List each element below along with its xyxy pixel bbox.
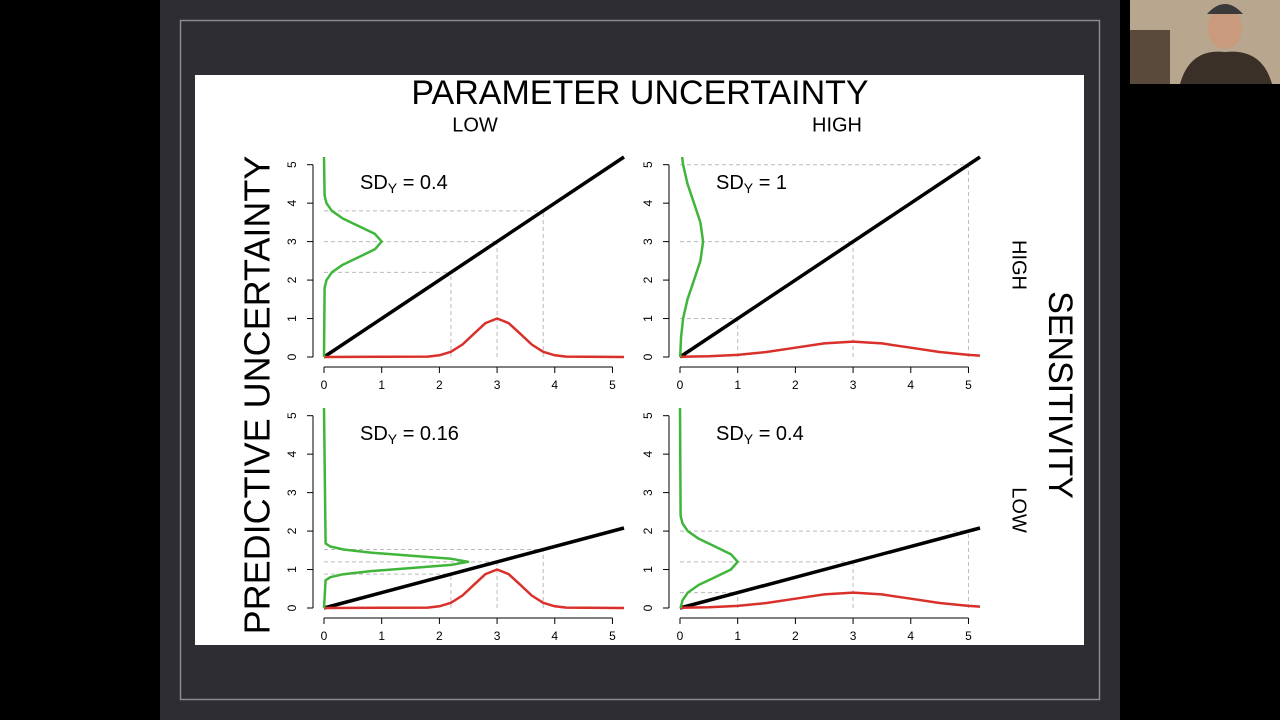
slide-title: PARAMETER UNCERTAINTY xyxy=(411,74,868,112)
y-tick-label: 0 xyxy=(641,604,655,611)
x-tick-label: 2 xyxy=(792,378,799,392)
sd-label-part: SD xyxy=(360,172,388,194)
column-label: HIGH xyxy=(812,114,862,136)
x-tick-label: 3 xyxy=(850,629,857,643)
x-tick-label: 4 xyxy=(907,629,914,643)
y-tick-label: 3 xyxy=(641,238,655,245)
webcam-shelf xyxy=(1130,30,1170,84)
left-title: PREDICTIVE UNCERTAINTY xyxy=(237,156,278,635)
x-tick-label: 4 xyxy=(907,378,914,392)
curve xyxy=(323,155,625,359)
y-tick-label: 1 xyxy=(641,315,655,322)
x-tick-label: 1 xyxy=(734,629,741,643)
sd-label-part: = 0.4 xyxy=(753,423,804,445)
sd-label-part: = 0.16 xyxy=(397,423,459,445)
x-tick-label: 2 xyxy=(436,378,443,392)
x-tick-label: 5 xyxy=(609,378,616,392)
panel: 0 1 2 3 4 5 0 1 2 3 4 5 SDY = 0.4 xyxy=(641,407,981,643)
y-tick-label: 4 xyxy=(285,199,299,206)
curve xyxy=(678,407,739,609)
x-tick-label: 0 xyxy=(677,629,684,643)
webcam-body xyxy=(1180,51,1272,84)
y-tick-label: 0 xyxy=(641,353,655,360)
sd-label-part: Y xyxy=(744,431,754,447)
curve xyxy=(679,155,981,359)
x-tick-label: 3 xyxy=(850,378,857,392)
y-tick-label: 1 xyxy=(285,315,299,322)
slide-border xyxy=(179,19,1101,701)
y-tick-label: 2 xyxy=(641,276,655,283)
sd-label-part: SD xyxy=(716,172,744,194)
x-tick-label: 5 xyxy=(965,378,972,392)
right-title: SENSITIVITY xyxy=(1041,291,1079,499)
x-tick-label: 3 xyxy=(494,629,501,643)
x-tick-label: 1 xyxy=(734,378,741,392)
x-tick-label: 3 xyxy=(494,378,501,392)
x-tick-label: 0 xyxy=(677,378,684,392)
y-tick-label: 1 xyxy=(641,566,655,573)
sd-label-part: SD xyxy=(716,423,744,445)
sd-label-part: SD xyxy=(360,423,388,445)
y-tick-label: 3 xyxy=(641,489,655,496)
webcam-cap xyxy=(1207,4,1243,14)
x-tick-label: 1 xyxy=(378,629,385,643)
x-tick-label: 0 xyxy=(321,378,328,392)
y-tick-label: 1 xyxy=(285,566,299,573)
slide xyxy=(195,75,1084,645)
row-label: HIGH xyxy=(1008,240,1030,290)
curve xyxy=(322,156,383,358)
x-tick-label: 5 xyxy=(609,629,616,643)
x-tick-label: 4 xyxy=(551,629,558,643)
webcam-face xyxy=(1208,7,1242,49)
curve xyxy=(679,340,981,359)
y-tick-label: 2 xyxy=(285,527,299,534)
panel: 0 1 2 3 4 5 0 1 2 3 4 5 SDY = 1 xyxy=(641,155,981,392)
sd-label: SDY = 0.4 xyxy=(360,172,448,195)
curve xyxy=(678,156,705,358)
y-tick-label: 5 xyxy=(641,412,655,419)
panel: 0 1 2 3 4 5 0 1 2 3 4 5 SDY = 0.16 xyxy=(285,407,625,643)
sd-label-part: Y xyxy=(388,431,398,447)
y-tick-label: 0 xyxy=(285,353,299,360)
x-tick-label: 5 xyxy=(965,629,972,643)
y-tick-label: 3 xyxy=(285,238,299,245)
y-tick-label: 3 xyxy=(285,489,299,496)
webcam xyxy=(1130,0,1280,84)
curve xyxy=(679,526,981,610)
curve xyxy=(323,317,625,359)
sd-label: SDY = 0.4 xyxy=(716,423,804,446)
curve xyxy=(323,526,625,610)
panel: 0 1 2 3 4 5 0 1 2 3 4 5 SDY = 0.4 xyxy=(285,155,625,392)
sd-label-part: = 1 xyxy=(753,172,787,194)
y-tick-label: 4 xyxy=(285,450,299,457)
sd-label: SDY = 0.16 xyxy=(360,423,459,446)
sd-label-part: Y xyxy=(744,180,754,196)
curve xyxy=(679,591,981,610)
y-tick-label: 4 xyxy=(641,199,655,206)
sd-label-part: = 0.4 xyxy=(397,172,448,194)
x-tick-label: 0 xyxy=(321,629,328,643)
x-tick-label: 2 xyxy=(792,629,799,643)
y-tick-label: 5 xyxy=(285,412,299,419)
curve xyxy=(323,568,625,610)
y-tick-label: 0 xyxy=(285,604,299,611)
y-tick-label: 5 xyxy=(285,161,299,168)
curve xyxy=(322,407,470,609)
sd-label-part: Y xyxy=(388,180,398,196)
x-tick-label: 1 xyxy=(378,378,385,392)
y-tick-label: 4 xyxy=(641,450,655,457)
column-label: LOW xyxy=(452,114,498,136)
y-tick-label: 2 xyxy=(285,276,299,283)
x-tick-label: 4 xyxy=(551,378,558,392)
x-tick-label: 2 xyxy=(436,629,443,643)
sd-label: SDY = 1 xyxy=(716,172,787,195)
row-label: LOW xyxy=(1008,487,1030,533)
y-tick-label: 2 xyxy=(641,527,655,534)
y-tick-label: 5 xyxy=(641,161,655,168)
